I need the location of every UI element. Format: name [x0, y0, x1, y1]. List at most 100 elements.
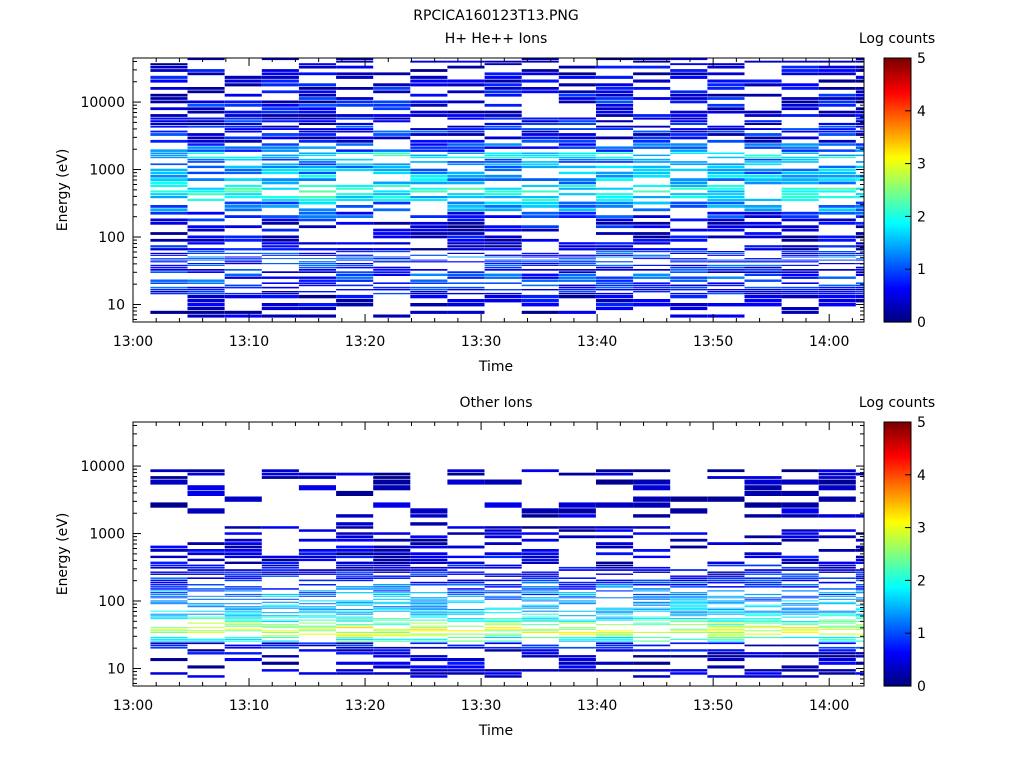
- heatmap-cell: [224, 314, 262, 318]
- colorbar-tick-label: 5: [917, 415, 926, 431]
- heatmap-cell: [855, 221, 864, 225]
- heatmap-cell: [633, 258, 671, 260]
- heatmap-cell: [187, 271, 225, 273]
- heatmap-cell: [818, 130, 856, 133]
- heatmap-cell: [633, 196, 671, 199]
- heatmap-cell: [633, 618, 671, 620]
- colorbar-swatch: [884, 525, 911, 529]
- heatmap-cell: [187, 248, 225, 251]
- colorbar-swatch: [884, 60, 911, 63]
- heatmap-cell: [855, 640, 864, 642]
- colorbar-swatch: [884, 128, 911, 132]
- heatmap-cell: [707, 93, 745, 97]
- heatmap-cell: [373, 628, 411, 630]
- heatmap-cell: [261, 291, 299, 293]
- heatmap-cell: [484, 75, 522, 79]
- colorbar-swatch: [884, 670, 911, 674]
- colorbar-swatch: [884, 168, 911, 171]
- heatmap-cell: [707, 284, 745, 287]
- colorbar-swatch: [884, 231, 911, 235]
- heatmap-cell: [373, 266, 411, 269]
- heatmap-cell: [558, 146, 596, 149]
- heatmap-cell: [373, 181, 411, 185]
- heatmap-cell: [410, 646, 448, 649]
- heatmap-cell: [781, 174, 819, 178]
- heatmap-cell: [596, 581, 634, 584]
- heatmap-cell: [298, 607, 336, 609]
- colorbar-swatch: [884, 635, 911, 639]
- heatmap-cell: [261, 242, 299, 245]
- heatmap-cell: [670, 569, 708, 571]
- heatmap-cell: [261, 566, 299, 569]
- heatmap-cell: [558, 259, 596, 261]
- heatmap-cell: [855, 628, 864, 630]
- heatmap-cell: [744, 535, 782, 539]
- heatmap-cell: [596, 165, 634, 169]
- heatmap-cell: [447, 178, 485, 181]
- heatmap-cell: [707, 128, 745, 130]
- heatmap-cell: [484, 532, 522, 535]
- heatmap-cell: [558, 273, 596, 276]
- heatmap-cell: [558, 93, 596, 97]
- heatmap-cell: [187, 133, 225, 136]
- heatmap-cell: [484, 612, 522, 614]
- colorbar-swatch: [884, 88, 911, 92]
- colorbar-swatch: [884, 521, 911, 524]
- heatmap-cell: [670, 279, 708, 282]
- heatmap-cell: [261, 154, 299, 157]
- heatmap-cell: [298, 93, 336, 97]
- heatmap-cell: [373, 566, 411, 569]
- colorbar-swatch: [884, 549, 911, 553]
- heatmap-cell: [373, 569, 411, 571]
- colorbar-swatch: [884, 450, 911, 454]
- heatmap-cell: [521, 284, 559, 287]
- heatmap-cell: [633, 146, 671, 149]
- heatmap-cell: [336, 58, 374, 61]
- heatmap-cell: [855, 545, 864, 549]
- heatmap-cell: [633, 65, 671, 69]
- heatmap-cell: [447, 588, 485, 590]
- heatmap-cell: [336, 168, 374, 172]
- heatmap-cell: [744, 555, 782, 559]
- heatmap-cell: [224, 598, 262, 600]
- heatmap-cell: [670, 303, 708, 307]
- colorbar-tick-label: 1: [917, 626, 926, 642]
- heatmap-cell: [707, 630, 745, 632]
- heatmap-cell: [410, 607, 448, 609]
- heatmap-cell: [855, 114, 864, 117]
- heatmap-cell: [150, 254, 188, 256]
- colorbar-swatch: [884, 146, 911, 149]
- colorbar-swatch: [884, 606, 911, 610]
- heatmap-cell: [447, 271, 485, 273]
- heatmap-cell: [410, 615, 448, 617]
- heatmap-cell: [484, 201, 522, 205]
- heatmap-cell: [447, 205, 485, 208]
- colorbar-swatch: [884, 99, 911, 103]
- colorbar-swatch: [884, 73, 911, 77]
- colorbar-swatch: [884, 494, 911, 498]
- heatmap-cell: [596, 292, 634, 295]
- heatmap-cell: [187, 490, 225, 496]
- heatmap-cell: [596, 242, 634, 245]
- heatmap-cell: [410, 665, 448, 669]
- heatmap-cell: [670, 75, 708, 79]
- colorbar-swatch: [884, 183, 911, 187]
- heatmap-cell: [261, 163, 299, 166]
- heatmap-cell: [670, 90, 708, 94]
- heatmap-cell: [670, 163, 708, 166]
- heatmap-cell: [707, 469, 745, 473]
- heatmap-cell: [336, 490, 374, 496]
- heatmap-cell: [596, 178, 634, 181]
- colorbar-swatch: [884, 545, 911, 548]
- colorbar-swatch: [884, 631, 911, 634]
- y-tick-label: 1000: [89, 163, 125, 179]
- heatmap-cell: [224, 273, 262, 276]
- heatmap-cell: [521, 469, 559, 473]
- heatmap-cell: [855, 269, 864, 271]
- heatmap-cell: [336, 256, 374, 258]
- heatmap-cell: [261, 69, 299, 72]
- heatmap-cell: [336, 610, 374, 612]
- heatmap-cell: [558, 292, 596, 295]
- heatmap-cell: [336, 266, 374, 269]
- heatmap-cell: [633, 221, 671, 225]
